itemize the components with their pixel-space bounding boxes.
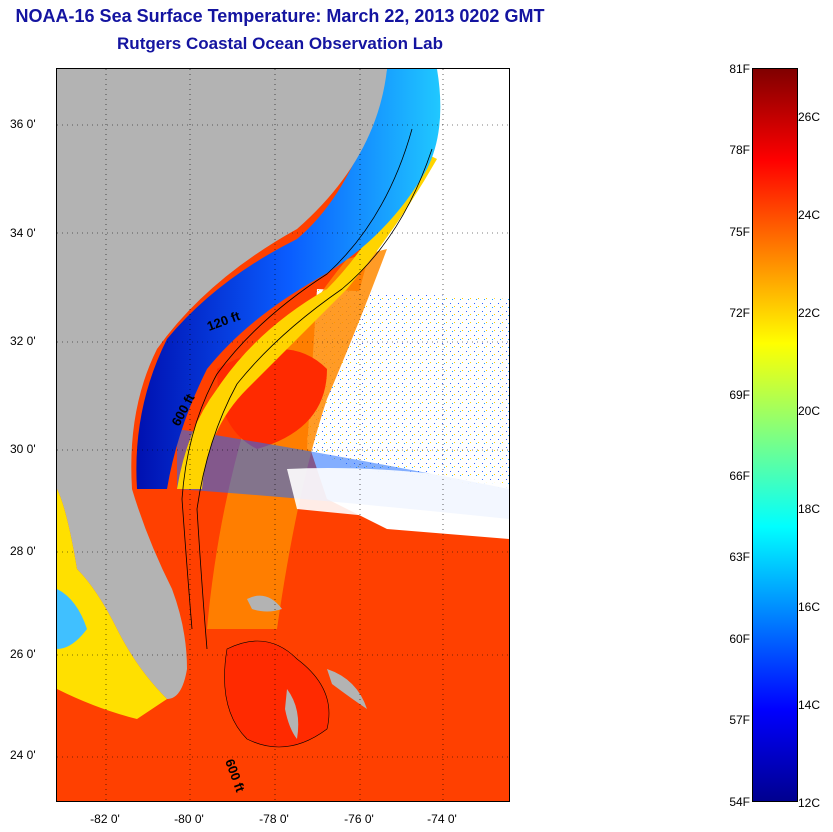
cloud-band <box>287 468 509 529</box>
colorbar-c-24: 24C <box>798 208 821 222</box>
isobath-120ft <box>181 128 413 630</box>
colorbar-f-75: 75F <box>729 225 750 239</box>
temperature-colorbar <box>752 68 798 802</box>
map-subtitle: Rutgers Coastal Ocean Observation Lab <box>117 34 443 53</box>
lon-label-82: -82 0' <box>90 812 120 826</box>
bahamas-island <box>285 689 299 739</box>
sst-map: 120 ft 600 ft 600 ft <box>56 68 510 802</box>
colorbar-c-20: 20C <box>798 404 821 418</box>
colorbar-f-63: 63F <box>729 550 750 564</box>
colorbar-c-26: 26C <box>798 110 821 124</box>
gulf-stream-band <box>207 249 387 629</box>
gulf-coast-cool <box>57 589 87 649</box>
colorbar-c-18: 18C <box>798 502 821 516</box>
colorbar-f-66: 66F <box>729 469 750 483</box>
bahamas-island <box>247 595 282 612</box>
colorbar-c-16: 16C <box>798 600 821 614</box>
colorbar-f-54: 54F <box>729 795 750 809</box>
isobath-600ft <box>196 148 433 650</box>
lat-label-26: 26 0' <box>10 647 36 661</box>
lat-label-32: 32 0' <box>10 334 36 348</box>
lon-label-80: -80 0' <box>174 812 204 826</box>
colorbar-f-78: 78F <box>729 143 750 157</box>
colorbar-f-57: 57F <box>729 713 750 727</box>
colorbar-f-60: 60F <box>729 632 750 646</box>
colorbar-c-22: 22C <box>798 306 821 320</box>
colorbar-c-12: 12C <box>798 796 821 810</box>
lat-label-36: 36 0' <box>10 117 36 131</box>
map-title: NOAA-16 Sea Surface Temperature: March 2… <box>15 6 545 26</box>
lat-label-34: 34 0' <box>10 226 36 240</box>
colorbar-f-81: 81F <box>729 62 750 76</box>
gulf-coast-water <box>57 489 167 719</box>
land-mainland <box>57 69 387 699</box>
lat-label-28: 28 0' <box>10 544 36 558</box>
lon-label-74: -74 0' <box>427 812 457 826</box>
coastal-cold-water <box>136 69 441 489</box>
lat-label-24: 24 0' <box>10 748 36 762</box>
colorbar-f-72: 72F <box>729 306 750 320</box>
lon-label-78: -78 0' <box>259 812 289 826</box>
colorbar-c-14: 14C <box>798 698 821 712</box>
bahamas-island <box>327 669 367 709</box>
lat-label-30: 30 0' <box>10 442 36 456</box>
graticule <box>57 69 509 801</box>
bahamas-bank <box>224 640 330 748</box>
sst-map-graphic: 120 ft 600 ft 600 ft <box>57 69 509 801</box>
colorbar-f-69: 69F <box>729 388 750 402</box>
lon-label-76: -76 0' <box>344 812 374 826</box>
cloud-speckle <box>307 289 509 489</box>
